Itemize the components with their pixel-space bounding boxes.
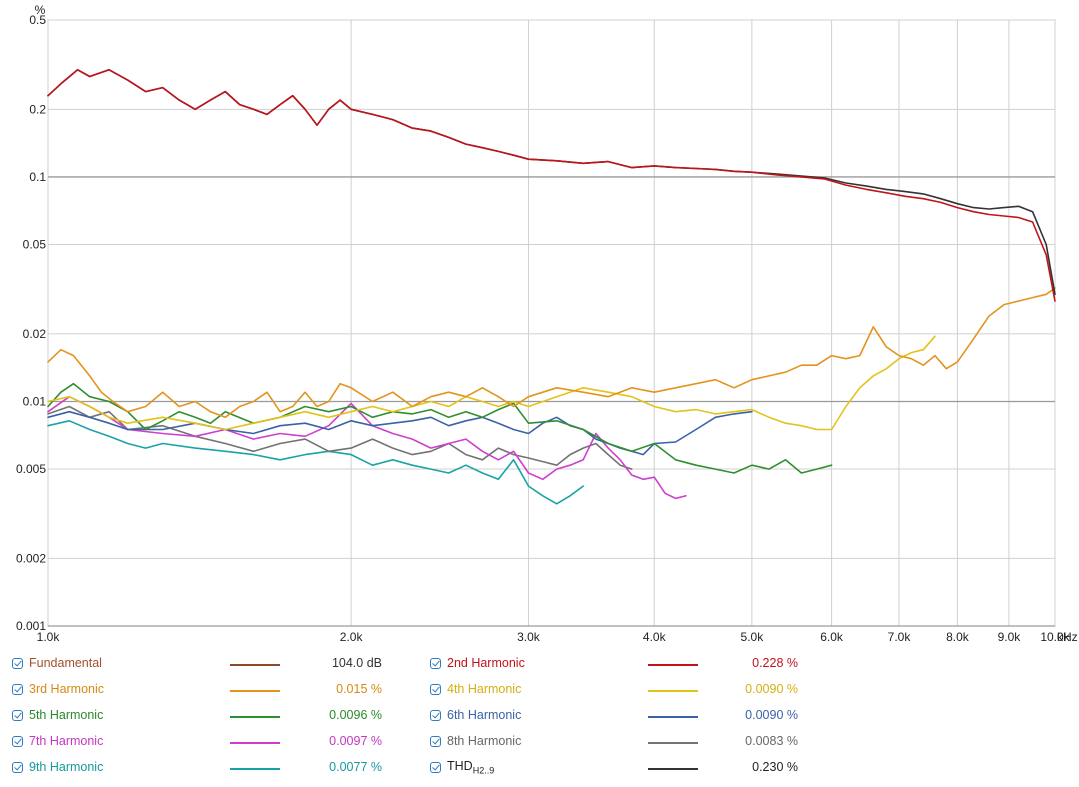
legend-item-6th-harmonic[interactable]: 6th Harmonic bbox=[430, 704, 521, 726]
legend-value-8th-harmonic: 0.0083 % bbox=[745, 734, 798, 748]
series-line-5th-harmonic bbox=[47, 382, 833, 474]
legend-value-2nd-harmonic: 0.228 % bbox=[752, 656, 798, 670]
legend-swatch-4th-harmonic bbox=[648, 690, 698, 692]
checkbox-5th-harmonic[interactable] bbox=[12, 709, 23, 721]
legend-swatch-3rd-harmonic bbox=[230, 690, 280, 692]
series-line-4th-harmonic bbox=[47, 335, 936, 431]
legend-value-6th-harmonic: 0.0090 % bbox=[745, 708, 798, 722]
legend-label-7th-harmonic: 7th Harmonic bbox=[29, 734, 104, 748]
legend-swatch-9th-harmonic bbox=[230, 768, 280, 770]
x-tick-label: 10.0k bbox=[1040, 630, 1070, 644]
y-tick-label: 0.5 bbox=[29, 13, 46, 27]
legend-item-3rd-harmonic[interactable]: 3rd Harmonic bbox=[12, 678, 104, 700]
checkbox-fundamental[interactable] bbox=[12, 657, 23, 669]
y-tick-label: 0.02 bbox=[23, 327, 47, 341]
legend-value-3rd-harmonic: 0.015 % bbox=[336, 682, 382, 696]
legend-swatch-2nd-harmonic bbox=[648, 664, 698, 666]
legend-label-fundamental: Fundamental bbox=[29, 656, 102, 670]
legend-label-5th-harmonic: 5th Harmonic bbox=[29, 708, 104, 722]
legend-label-9th-harmonic: 9th Harmonic bbox=[29, 760, 104, 774]
legend-item-fundamental[interactable]: Fundamental bbox=[12, 652, 102, 674]
legend: Fundamental 104.0 dB 2nd Harmonic 0.228 … bbox=[0, 652, 1079, 782]
legend-swatch-fundamental bbox=[230, 664, 280, 666]
x-tick-label: 8.0k bbox=[946, 630, 970, 644]
legend-label-8th-harmonic: 8th Harmonic bbox=[447, 734, 522, 748]
legend-label-2nd-harmonic: 2nd Harmonic bbox=[447, 656, 525, 670]
legend-value-7th-harmonic: 0.0097 % bbox=[329, 734, 382, 748]
legend-value-thd: 0.230 % bbox=[752, 760, 798, 774]
checkbox-2nd-harmonic[interactable] bbox=[430, 657, 441, 669]
checkbox-7th-harmonic[interactable] bbox=[12, 735, 23, 747]
checkbox-4th-harmonic[interactable] bbox=[430, 683, 441, 695]
x-tick-label: 6.0k bbox=[820, 630, 844, 644]
checkbox-thd[interactable] bbox=[430, 761, 441, 773]
distortion-chart: 1.0k 2.0k 3.0k 4.0k 5.0k 6.0k 7.0k 8.0k 9.0k 10.0… bbox=[16, 3, 1078, 644]
legend-item-9th-harmonic[interactable]: 9th Harmonic bbox=[12, 756, 103, 778]
legend-swatch-6th-harmonic bbox=[648, 716, 698, 718]
x-tick-label: 3.0k bbox=[517, 630, 541, 644]
checkbox-3rd-harmonic[interactable] bbox=[12, 683, 23, 695]
x-tick-label: 1.0k bbox=[37, 630, 61, 644]
series-line-3rd-harmonic bbox=[47, 287, 1056, 419]
legend-label-thd-main: THD bbox=[447, 758, 473, 773]
legend-label-6th-harmonic: 6th Harmonic bbox=[447, 708, 522, 722]
y-axis-unit: % bbox=[35, 3, 46, 17]
series-line-8th-harmonic bbox=[47, 405, 633, 470]
y-tick-label: 0.1 bbox=[29, 170, 46, 184]
x-tick-label: 7.0k bbox=[888, 630, 912, 644]
series-line-2nd-harmonic bbox=[47, 69, 1056, 302]
legend-label-thd-sub: H2..9 bbox=[472, 765, 495, 776]
y-tick-label: 0.005 bbox=[16, 462, 46, 476]
legend-item-8th-harmonic[interactable]: 8th Harmonic bbox=[430, 730, 521, 752]
legend-item-5th-harmonic[interactable]: 5th Harmonic bbox=[12, 704, 103, 726]
legend-item-4th-harmonic[interactable]: 4th Harmonic bbox=[430, 678, 521, 700]
plot-area bbox=[47, 19, 1056, 627]
legend-swatch-8th-harmonic bbox=[648, 742, 698, 744]
y-tick-label: 0.2 bbox=[29, 102, 46, 116]
y-tick-label: 0.002 bbox=[16, 551, 46, 565]
legend-value-fundamental: 104.0 dB bbox=[331, 656, 382, 670]
checkbox-9th-harmonic[interactable] bbox=[12, 761, 23, 773]
x-tick-label: 2.0k bbox=[340, 630, 364, 644]
series-line-9th-harmonic bbox=[47, 420, 584, 505]
y-tick-label: 0.01 bbox=[23, 394, 47, 408]
series-line-7th-harmonic bbox=[47, 395, 687, 500]
legend-swatch-thd bbox=[648, 768, 698, 770]
legend-value-4th-harmonic: 0.0090 % bbox=[745, 682, 798, 696]
legend-item-2nd-harmonic[interactable]: 2nd Harmonic bbox=[430, 652, 525, 674]
legend-item-7th-harmonic[interactable]: 7th Harmonic bbox=[12, 730, 103, 752]
legend-swatch-7th-harmonic bbox=[230, 742, 280, 744]
y-tick-label: 0.001 bbox=[16, 619, 46, 633]
legend-label-3rd-harmonic: 3rd Harmonic bbox=[29, 682, 105, 696]
legend-value-5th-harmonic: 0.0096 % bbox=[329, 708, 382, 722]
x-tick-label: 4.0k bbox=[643, 630, 667, 644]
legend-value-9th-harmonic: 0.0077 % bbox=[329, 760, 382, 774]
legend-swatch-5th-harmonic bbox=[230, 716, 280, 718]
x-tick-label: 5.0k bbox=[741, 630, 765, 644]
checkbox-8th-harmonic[interactable] bbox=[430, 735, 441, 747]
y-tick-label: 0.05 bbox=[23, 238, 47, 252]
x-tick-label: 9.0k bbox=[998, 630, 1022, 644]
x-axis-unit: kHz bbox=[1057, 630, 1078, 644]
legend-label-4th-harmonic: 4th Harmonic bbox=[447, 682, 522, 696]
legend-label-thd: THDH2..9 bbox=[447, 759, 494, 776]
legend-item-thd[interactable]: THDH2..9 bbox=[430, 756, 494, 778]
checkbox-6th-harmonic[interactable] bbox=[430, 709, 441, 721]
